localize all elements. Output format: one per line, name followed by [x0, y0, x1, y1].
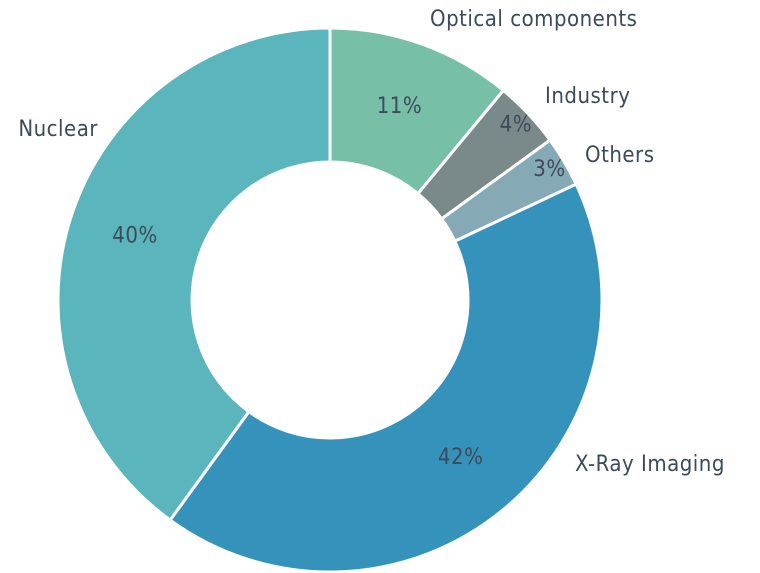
- category-label: X-Ray Imaging: [575, 452, 725, 477]
- category-label: Industry: [545, 84, 630, 109]
- category-label: Nuclear: [18, 117, 98, 142]
- value-label: 11%: [377, 94, 423, 119]
- value-label: 40%: [112, 224, 158, 249]
- value-label: 42%: [438, 445, 484, 470]
- value-label: 3%: [533, 157, 565, 182]
- category-label: Optical components: [430, 7, 637, 32]
- slice: [56, 26, 332, 523]
- value-label: 4%: [500, 112, 532, 137]
- slice: [168, 182, 604, 573]
- category-label: Others: [585, 143, 655, 168]
